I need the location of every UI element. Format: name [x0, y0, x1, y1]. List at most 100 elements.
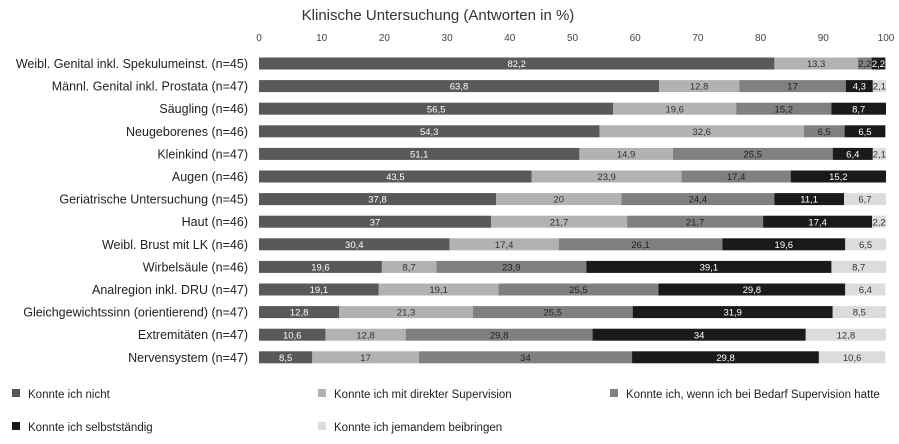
data-label: 2,2: [872, 59, 885, 70]
x-axis-ticks: 0 10 20 30 40 50 60 70 80 90 100: [256, 33, 895, 44]
data-label: 13,3: [807, 59, 826, 70]
bar-segment: [736, 102, 832, 115]
data-label: 34: [694, 330, 705, 341]
bar-segment: [632, 351, 819, 364]
data-label: 12,8: [290, 308, 309, 319]
bar-segment: [339, 306, 473, 319]
bar-segment: [739, 80, 846, 93]
bar-segment: [790, 170, 886, 183]
data-label: 6,4: [859, 285, 872, 296]
x-tick-label: 10: [316, 33, 328, 44]
data-label: 19,6: [311, 263, 330, 274]
bar-segment: [774, 57, 858, 70]
data-label: 39,1: [700, 263, 719, 274]
bar-segment: [496, 193, 622, 206]
bar-segment: [722, 238, 846, 251]
data-label: 2,1: [873, 150, 886, 161]
bar-segment: [325, 328, 406, 341]
category-label: Neugeborenes (n=46): [126, 125, 248, 139]
data-label: 6,7: [858, 195, 871, 206]
bar-segment: [832, 147, 873, 160]
bar-segment: [259, 170, 532, 183]
bar-segment: [259, 351, 313, 364]
bar-segment: [857, 57, 872, 70]
data-label: 8,7: [403, 263, 416, 274]
x-tick-label: 70: [692, 33, 704, 44]
bar-segment: [672, 147, 833, 160]
bar-segment: [845, 80, 873, 93]
data-label: 32,6: [692, 127, 711, 138]
bar-segment: [632, 306, 833, 319]
bar-segment: [259, 102, 614, 115]
bar-segment: [436, 260, 587, 273]
data-label: 6,5: [818, 127, 831, 138]
bar-segment: [871, 57, 886, 70]
data-label: 17,4: [808, 217, 827, 228]
data-label: 23,9: [502, 263, 521, 274]
bar-segment: [831, 102, 886, 115]
bar-segment: [259, 328, 326, 341]
data-label: 2,2: [872, 217, 885, 228]
bar-segment: [832, 306, 886, 319]
bar-segment: [259, 147, 580, 160]
data-label: 21,7: [550, 217, 569, 228]
bar-segment: [843, 193, 886, 206]
data-label: 29,8: [743, 285, 762, 296]
bar-segment: [312, 351, 419, 364]
category-label: Weibl. Genital inkl. Spekulumeinst. (n=4…: [16, 57, 248, 71]
bar-segment: [845, 238, 886, 251]
bar-segment: [681, 170, 791, 183]
data-label: 26,1: [631, 240, 650, 251]
bar-segment: [381, 260, 437, 273]
data-label: 6,4: [846, 150, 859, 161]
legend-swatch: [12, 422, 20, 430]
bar-segment: [259, 306, 340, 319]
legend-swatch: [318, 422, 326, 430]
data-label: 29,8: [716, 353, 735, 364]
data-label: 6,5: [858, 127, 871, 138]
bar-segment: [659, 80, 740, 93]
bar-segment: [472, 306, 633, 319]
bar-segment: [259, 80, 660, 93]
bar-segment: [872, 215, 886, 228]
bar-segment: [831, 260, 886, 273]
data-label: 25,5: [744, 150, 763, 161]
category-label: Extremitäten (n=47): [138, 328, 248, 342]
category-label: Augen (n=46): [172, 170, 248, 184]
data-label: 23,9: [597, 172, 616, 183]
data-label: 2,2: [858, 59, 871, 70]
legend: Konnte ich nicht Konnte ich mit direkter …: [12, 389, 880, 434]
data-label: 19,1: [310, 285, 329, 296]
data-label: 51,1: [410, 150, 429, 161]
chart-title: Klinische Untersuchung (Antworten in %): [302, 7, 575, 24]
data-label: 54,3: [420, 127, 439, 138]
data-label: 12,8: [690, 82, 709, 93]
category-label: Analregion inkl. DRU (n=47): [92, 283, 248, 297]
data-label: 4,3: [853, 82, 866, 93]
bar-segment: [498, 283, 659, 296]
data-label: 29,8: [490, 330, 509, 341]
bars-layer: 82,2 13,3 2,2 2,263,8 12,8 17 4,3 2,156,5 19,6 15…: [259, 57, 886, 364]
category-label: Gleichgewichtssinn (orientierend) (n=47): [23, 306, 248, 320]
data-label: 37,8: [368, 195, 387, 206]
bar-segment: [405, 328, 593, 341]
bar-segment: [259, 283, 379, 296]
category-label: Wirbelsäule (n=46): [143, 260, 248, 274]
category-label: Nervensystem (n=47): [128, 351, 248, 365]
data-label: 19,6: [665, 104, 684, 115]
bar-segment: [613, 102, 737, 115]
data-label: 17: [360, 353, 371, 364]
legend-label: Konnte ich selbstständig: [28, 422, 153, 434]
data-label: 43,5: [386, 172, 405, 183]
bar-segment: [658, 283, 846, 296]
data-label: 25,5: [569, 285, 588, 296]
legend-label: Konnte ich jemandem beibringen: [334, 422, 502, 434]
data-label: 20: [553, 195, 564, 206]
bar-segment: [558, 238, 723, 251]
data-label: 2,1: [873, 82, 886, 93]
bar-segment: [259, 57, 775, 70]
data-label: 8,7: [852, 263, 865, 274]
data-label: 30,4: [345, 240, 364, 251]
